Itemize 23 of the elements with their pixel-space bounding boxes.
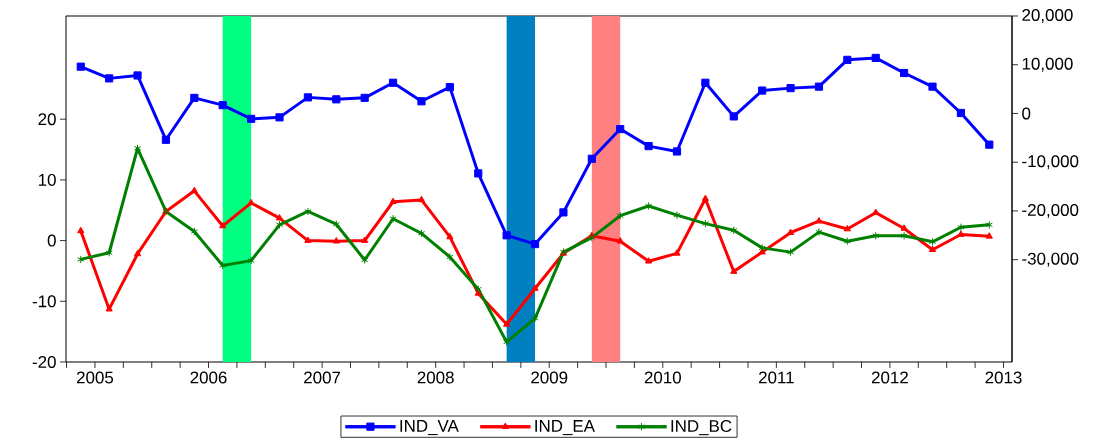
y2-tick-label: 20,000: [1022, 9, 1073, 23]
y2-tick-label: 10,000: [1022, 57, 1073, 72]
x-tick-label: 2007: [304, 371, 341, 384]
x-tick-label: 2013: [985, 371, 1022, 384]
x-tick-label: 2006: [190, 371, 227, 384]
x-tick-label: 2010: [644, 371, 681, 384]
legend-label: IND_EA: [535, 420, 595, 436]
y-tick-label: 10: [38, 173, 56, 186]
y-tick-label: -20: [32, 356, 56, 368]
y2-tick-label: 0: [1022, 107, 1031, 120]
x-tick-label: 2011: [759, 371, 794, 384]
legend-label: IND_BC: [671, 420, 732, 436]
x-tick-label: 2009: [531, 371, 568, 384]
x-tick-label: 2005: [76, 371, 114, 384]
y-tick-label: -10: [32, 295, 56, 308]
y2-tick-label: -20,000: [1022, 203, 1079, 218]
y2-tick-label: -30,000: [1022, 252, 1079, 267]
legend-label: IND_VA: [400, 420, 459, 436]
x-tick-label: 2012: [871, 371, 908, 384]
x-tick-label: 2008: [417, 371, 454, 384]
y-tick-label: 0: [47, 234, 56, 247]
y-tick-label: 20: [38, 113, 56, 126]
y2-tick-label: -10,000: [1022, 155, 1079, 170]
